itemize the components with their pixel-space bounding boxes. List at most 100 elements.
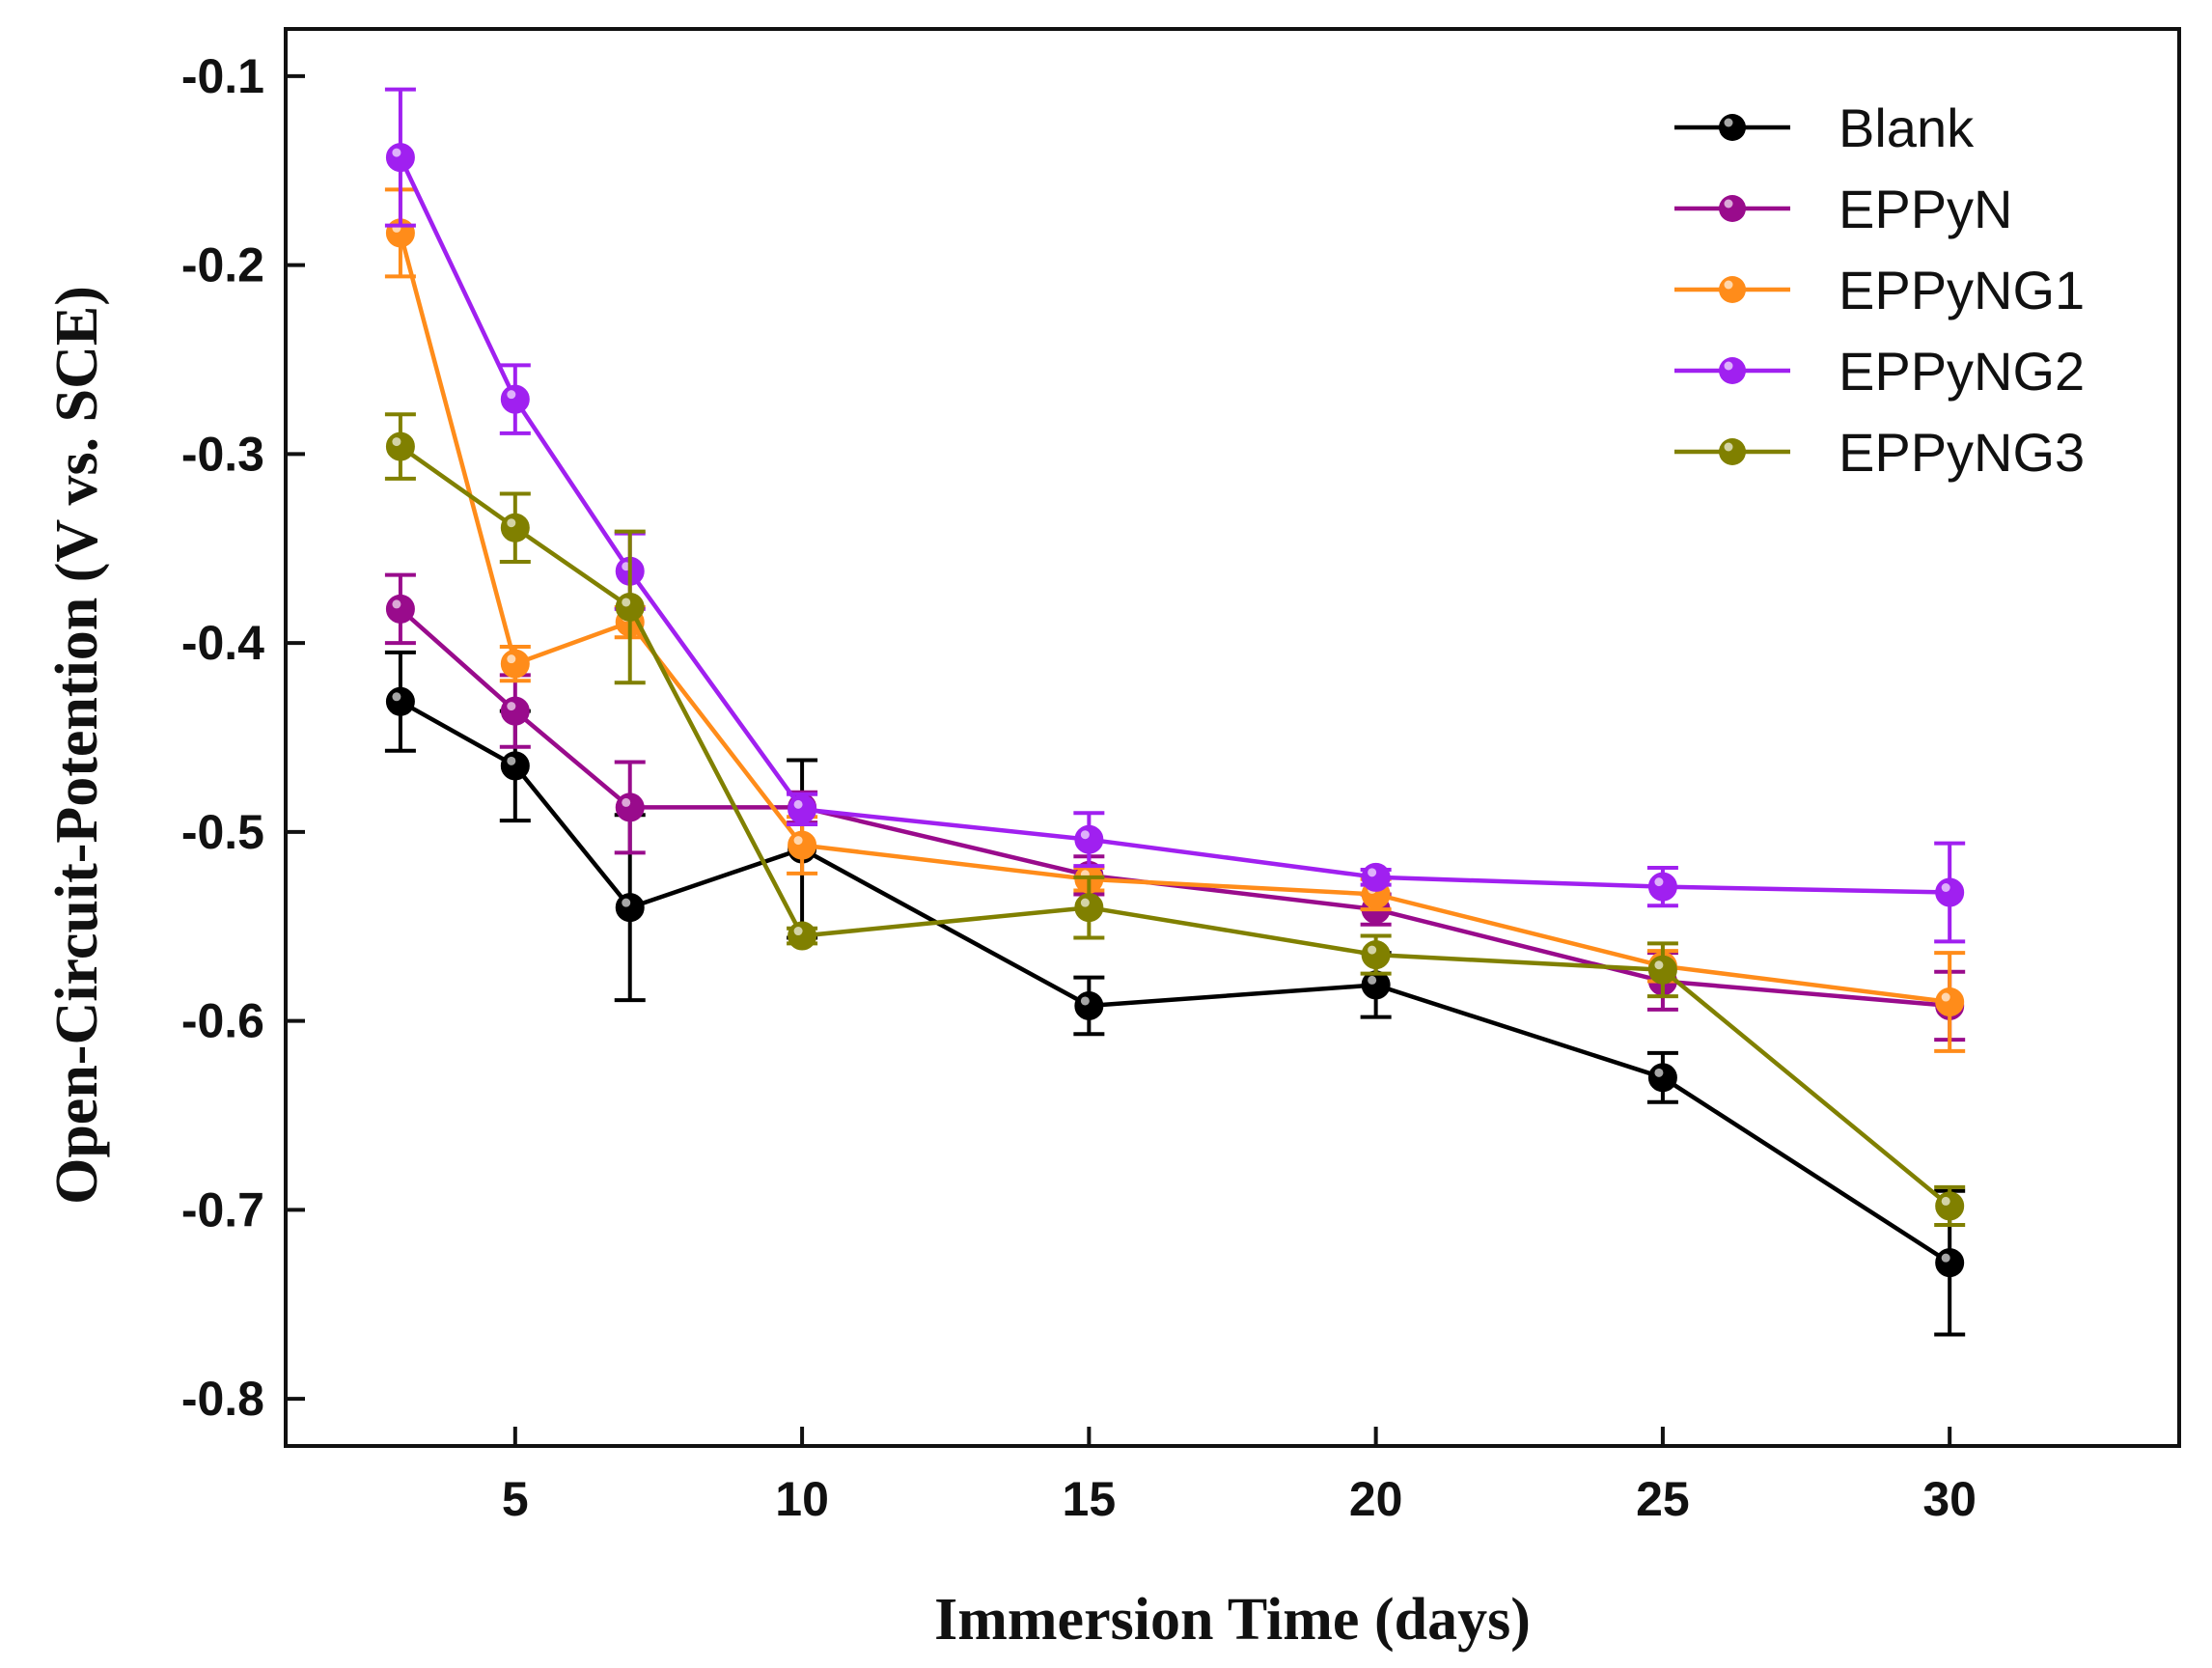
x-tick-label: 30 <box>1922 1472 1977 1526</box>
data-point-highlight <box>1654 1068 1664 1077</box>
data-point <box>1074 990 1104 1020</box>
legend-marker <box>1719 276 1746 303</box>
y-tick-label: -0.3 <box>181 427 264 481</box>
series-line <box>398 232 1950 1005</box>
data-point-highlight <box>392 148 401 157</box>
data-point-highlight <box>507 518 516 528</box>
data-point <box>1935 1191 1965 1221</box>
x-tick-label: 5 <box>502 1472 529 1526</box>
y-tick-label: -0.5 <box>181 805 264 859</box>
data-point <box>1935 877 1965 907</box>
data-point <box>615 792 645 822</box>
data-point-highlight <box>1941 883 1950 893</box>
data-point-highlight <box>1080 898 1090 907</box>
legend-marker <box>1719 195 1746 222</box>
legend-item-eppyn: EPPyN <box>1674 179 2013 239</box>
data-point <box>615 592 645 622</box>
data-point <box>788 830 817 860</box>
data-point <box>1361 940 1391 970</box>
legend-label: EPPyNG1 <box>1839 260 2085 320</box>
legend-item-eppyng1: EPPyNG1 <box>1674 260 2085 320</box>
y-tick-label: -0.7 <box>181 1182 264 1237</box>
series-line <box>398 156 1950 895</box>
data-point <box>500 696 530 726</box>
legend-marker-highlight <box>1724 199 1733 208</box>
data-point-highlight <box>1654 960 1664 970</box>
data-point-highlight <box>1368 975 1377 985</box>
series-eppyng2 <box>384 87 1966 944</box>
y-tick-label: -0.6 <box>181 994 264 1048</box>
data-point <box>385 686 415 716</box>
legend-marker <box>1719 114 1746 141</box>
data-point <box>788 921 817 951</box>
data-point-highlight <box>622 898 631 907</box>
series-eppyng3 <box>384 412 1966 1227</box>
data-point <box>788 794 817 824</box>
y-axis-title: Open-Circuit-Potention (V vs. SCE) <box>44 286 110 1205</box>
x-axis-title: Immersion Time (days) <box>934 1587 1531 1653</box>
legend-marker <box>1719 438 1746 465</box>
data-point-highlight <box>793 927 803 936</box>
legend-label: EPPyN <box>1839 179 2013 239</box>
data-point <box>615 893 645 923</box>
data-point-highlight <box>793 836 803 846</box>
series-line <box>399 699 1951 1265</box>
data-point-highlight <box>622 598 631 607</box>
legend: Blank EPPyN EPPyNG1 EPPyNG2 EPPyNG3 <box>1674 97 2085 483</box>
x-tick-label: 15 <box>1063 1472 1117 1526</box>
data-point-highlight <box>1080 996 1090 1006</box>
y-tick-label: -0.2 <box>181 238 264 292</box>
data-point-highlight <box>507 390 516 400</box>
data-point-highlight <box>507 702 516 711</box>
legend-item-blank: Blank <box>1674 97 1975 158</box>
data-point-highlight <box>1368 945 1377 955</box>
x-tick-label: 25 <box>1636 1472 1690 1526</box>
x-tick-label: 20 <box>1349 1472 1403 1526</box>
data-point-highlight <box>392 437 401 447</box>
data-point-highlight <box>793 799 803 809</box>
legend-marker-highlight <box>1724 442 1733 452</box>
legend-label: EPPyNG2 <box>1839 341 2085 402</box>
data-point <box>1647 955 1677 985</box>
series-line <box>399 444 1951 1209</box>
data-point <box>385 594 415 624</box>
data-point <box>1647 1063 1677 1093</box>
legend-label: Blank <box>1839 97 1975 158</box>
legend-label: EPPyNG3 <box>1839 422 2085 483</box>
legend-marker <box>1719 357 1746 384</box>
data-point-highlight <box>1941 1253 1950 1263</box>
data-point-highlight <box>1368 868 1377 877</box>
data-point <box>500 649 530 679</box>
y-tick-label: -0.4 <box>181 616 264 670</box>
data-point <box>385 431 415 461</box>
data-point <box>1074 893 1104 923</box>
x-tick-label: 10 <box>775 1472 829 1526</box>
data-point <box>1361 862 1391 892</box>
data-point-highlight <box>392 599 401 609</box>
plot-frame <box>284 27 2181 1448</box>
data-point <box>500 384 530 414</box>
legend-marker-highlight <box>1724 118 1733 127</box>
data-point <box>1935 987 1965 1017</box>
legend-item-eppyng2: EPPyNG2 <box>1674 341 2085 402</box>
plot-marks <box>384 87 1966 1337</box>
data-point-highlight <box>392 692 401 702</box>
legend-marker-highlight <box>1724 361 1733 371</box>
data-point <box>385 143 415 173</box>
data-point-highlight <box>507 756 516 765</box>
data-point <box>1074 824 1104 854</box>
data-point <box>500 513 530 542</box>
axis-ticks: 5 10 15 20 25 30 -0.1 -0.2 -0.3 -0.4 -0.5 -0.6 -0.7 -… <box>181 49 1977 1526</box>
data-point <box>1647 872 1677 902</box>
data-point-highlight <box>1941 992 1950 1002</box>
data-point-highlight <box>1654 877 1664 887</box>
y-tick-label: -0.1 <box>181 49 264 103</box>
data-point-highlight <box>507 654 516 664</box>
data-point <box>500 751 530 781</box>
data-point <box>1935 1248 1965 1278</box>
data-point-highlight <box>1080 830 1090 840</box>
data-point-highlight <box>622 797 631 807</box>
data-point-highlight <box>1941 1196 1950 1206</box>
